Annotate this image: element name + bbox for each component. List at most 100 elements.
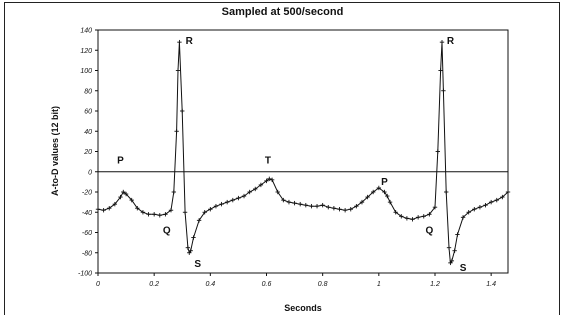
data-point <box>121 189 126 195</box>
series-markers <box>95 39 511 266</box>
data-point <box>151 212 157 217</box>
data-point <box>157 213 162 218</box>
data-point <box>348 207 353 212</box>
data-point <box>269 177 275 183</box>
data-point <box>258 182 264 188</box>
data-point <box>427 212 432 217</box>
data-point <box>410 217 415 222</box>
y-axis-label: A-to-D values (12 bit) <box>50 106 60 196</box>
y-tick-label: 140 <box>80 28 92 35</box>
data-point <box>432 204 438 210</box>
data-point <box>449 258 455 264</box>
data-point <box>472 207 477 212</box>
data-point <box>446 245 452 250</box>
y-tick-label: 60 <box>84 109 92 116</box>
data-point <box>320 202 325 208</box>
data-point <box>182 210 188 215</box>
data-point <box>376 185 382 191</box>
data-point <box>191 235 196 240</box>
data-point <box>107 206 112 211</box>
data-point <box>118 194 123 200</box>
data-point <box>275 189 280 195</box>
data-point <box>129 197 134 203</box>
data-point <box>101 208 106 213</box>
data-point <box>171 189 177 195</box>
y-tick-label: -60 <box>82 230 92 237</box>
data-point <box>185 245 191 250</box>
data-point <box>488 199 494 205</box>
data-point <box>483 202 488 208</box>
data-point <box>236 195 241 201</box>
data-point <box>146 212 151 217</box>
data-point <box>135 206 140 211</box>
data-point <box>188 248 193 253</box>
data-point <box>140 210 146 215</box>
x-axis-label: Seconds <box>284 303 322 313</box>
data-point <box>230 197 235 203</box>
data-point <box>505 189 511 195</box>
y-tick-label: -100 <box>78 271 92 278</box>
data-point <box>354 203 359 209</box>
data-point <box>253 186 258 192</box>
y-tick-label: 40 <box>84 129 92 136</box>
y-tick-label: 0 <box>88 169 92 176</box>
data-point <box>387 199 393 205</box>
x-tick-label: 0 <box>96 281 100 288</box>
data-point <box>441 88 446 93</box>
data-point <box>337 207 342 212</box>
x-tick-label: 0.4 <box>205 281 215 288</box>
y-tick-label: 120 <box>80 48 92 55</box>
data-point <box>421 214 426 219</box>
wave-label-p: P <box>117 156 124 167</box>
data-point <box>399 214 404 219</box>
data-point <box>359 199 365 205</box>
data-point <box>175 68 181 73</box>
data-point <box>202 210 207 215</box>
data-point <box>241 193 247 199</box>
data-point <box>331 206 337 211</box>
data-point <box>168 208 174 213</box>
chart-frame <box>4 2 560 315</box>
data-point <box>286 199 292 205</box>
data-point <box>371 189 376 195</box>
data-point <box>297 201 303 207</box>
data-point <box>342 208 348 213</box>
data-point <box>163 212 168 217</box>
data-point <box>382 189 387 195</box>
data-point <box>385 193 390 199</box>
x-tick-label: 0.6 <box>262 281 272 288</box>
data-point <box>303 202 309 208</box>
x-tick-label: 0.8 <box>318 281 328 288</box>
wave-label-q: Q <box>425 226 433 237</box>
data-point <box>264 178 269 184</box>
x-axis: 0 0.2 0.4 0.6 0.8 1 1.2 1.4 <box>96 273 496 288</box>
data-point <box>393 210 398 215</box>
data-point <box>177 39 182 45</box>
data-point <box>281 197 286 203</box>
data-point <box>180 108 185 114</box>
data-point <box>314 203 320 209</box>
data-point <box>455 232 460 237</box>
wave-label-t: T <box>265 156 271 167</box>
wave-label-s: S <box>460 263 467 274</box>
data-point <box>123 191 129 197</box>
data-point <box>292 200 297 206</box>
data-point <box>224 199 230 205</box>
data-point <box>326 204 331 210</box>
data-point <box>219 201 224 207</box>
y-tick-label: 100 <box>80 68 92 75</box>
data-point <box>415 215 421 220</box>
y-tick-label: -40 <box>82 210 92 217</box>
plot-box <box>97 29 509 274</box>
data-point <box>435 149 440 154</box>
y-tick-label: 20 <box>83 149 92 156</box>
x-tick-label: 1.2 <box>430 281 440 288</box>
x-tick-label: 1 <box>377 281 381 288</box>
wave-label-p: P <box>381 177 388 188</box>
data-point <box>112 201 118 207</box>
data-point <box>439 39 445 45</box>
data-point <box>404 216 410 221</box>
data-point <box>444 189 449 195</box>
data-point <box>438 68 443 73</box>
